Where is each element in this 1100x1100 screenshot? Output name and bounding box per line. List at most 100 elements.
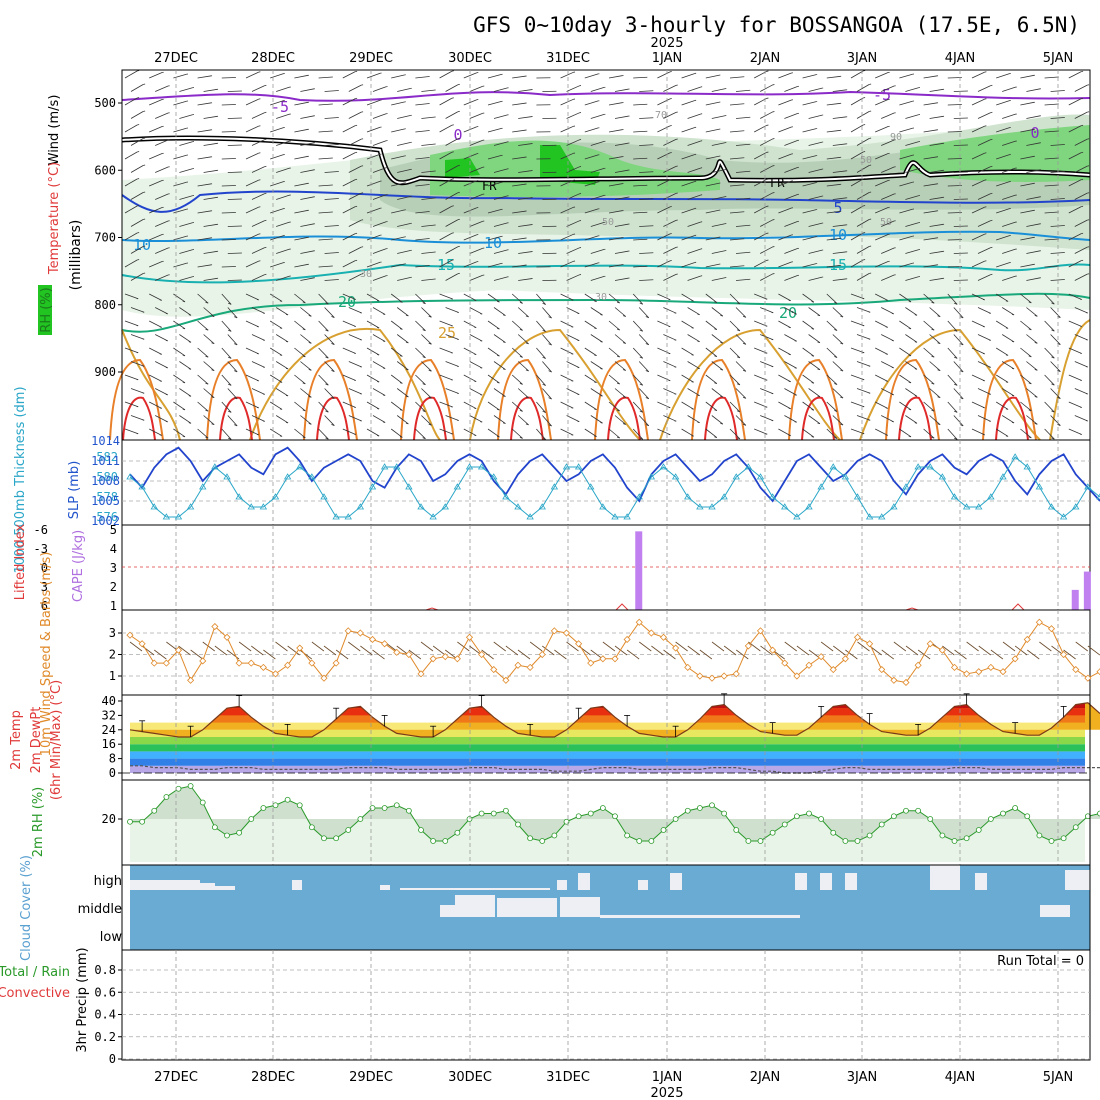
wind-barb-flag (617, 436, 620, 439)
wind-barb-flag (639, 410, 643, 413)
wind-barb-flag (497, 354, 500, 357)
wind-barb (342, 179, 356, 187)
cloud-high-gap (975, 873, 987, 890)
thickness-point (756, 473, 765, 480)
wind-barb (566, 139, 580, 146)
wind-barb (566, 334, 580, 341)
li-ylabel: Lifted Index (13, 523, 28, 600)
wind-barb (227, 388, 238, 400)
cloud-high-gap (215, 886, 235, 890)
wind-barb-flag (234, 343, 238, 346)
wind-barb (1026, 88, 1041, 92)
wind-barb (155, 361, 168, 369)
wind-barb (560, 206, 574, 214)
wind-barb (372, 415, 386, 423)
wind10m-barb (699, 649, 713, 660)
rh2m-panel: 20 (102, 779, 1100, 866)
wind10m-panel: 123 (109, 609, 1100, 696)
wind-barb (856, 219, 870, 227)
wind-barb (560, 428, 574, 436)
wind10m-point (611, 655, 619, 663)
temperature-contour-30 (885, 358, 940, 441)
wind-barb (632, 320, 644, 332)
wind-barb (415, 347, 426, 359)
wind-barb-flag (279, 381, 283, 383)
wind-barb (905, 87, 919, 92)
cloud-high-gap (670, 873, 682, 890)
wind-barb (487, 154, 502, 160)
wind-barb (130, 111, 144, 119)
wind-barb (760, 415, 774, 422)
wind-barb-flag (1011, 367, 1015, 370)
wind-barb-flag (188, 368, 192, 370)
wind-barb (881, 274, 895, 281)
wind-barb (487, 401, 500, 411)
wind10m-point (756, 627, 765, 635)
wind-barb-flag (457, 110, 460, 113)
wind-barb (415, 130, 430, 133)
wind-barb-flag (451, 151, 454, 153)
wind-barb (899, 181, 913, 187)
wind-barb (808, 222, 823, 227)
wind-barb (421, 334, 432, 345)
cloud-high-gap (292, 880, 302, 890)
year-label-bottom: 2025 (650, 1086, 683, 1100)
wind-barb-flag (331, 369, 335, 372)
wind-barb (542, 307, 552, 319)
wind-barb-flag (428, 369, 432, 372)
wind10m-barb (833, 645, 846, 656)
wind-barb (832, 224, 847, 227)
rh-contour-label: 50 (602, 217, 614, 228)
wind-barb-flag (279, 300, 283, 302)
wind-barb (760, 111, 773, 119)
wind10m-barb (566, 641, 579, 652)
wind-barb (421, 143, 436, 146)
wind-barb-flag (1034, 315, 1038, 317)
rh2m-point (357, 816, 364, 822)
thickness-point (320, 493, 328, 500)
wind-barb (711, 88, 726, 92)
wind10m-point (405, 650, 413, 659)
wind-barb (124, 124, 138, 133)
wind-barb-flag (525, 423, 529, 426)
wind-barb (542, 334, 552, 346)
wind-barb-flag (325, 329, 329, 332)
wind10m-barb (881, 649, 894, 660)
wind-barb (875, 428, 888, 436)
wind-barb-flag (302, 382, 306, 385)
rh2m-point (830, 829, 837, 836)
wind10m-barb (857, 641, 870, 652)
wind10m-barb (287, 645, 300, 656)
wind-barb-flag (205, 409, 209, 412)
wind10m-point (769, 646, 777, 654)
date-label-bottom: 1JAN (652, 1070, 683, 1085)
wind-barb (808, 388, 821, 398)
wind-barb-flag (211, 369, 215, 372)
wind-barb-flag (188, 314, 192, 316)
wind10m-point (1047, 625, 1056, 633)
wind-barb (802, 101, 817, 106)
wind-barb (784, 86, 798, 92)
wind-barb (518, 251, 533, 254)
rh-legend-swatch (38, 285, 52, 335)
wind-barb (760, 165, 773, 173)
rh2m-point (915, 807, 922, 814)
wind-barb-flag (405, 422, 409, 425)
wind-barb-flag (503, 395, 506, 397)
wind-barb (391, 74, 405, 79)
wind-barb (657, 125, 671, 133)
rh2m-point (963, 835, 970, 842)
rh2m-point (660, 827, 667, 833)
wind-barb-flag (457, 272, 460, 275)
wind-barb-flag (623, 396, 626, 398)
wind-barb-flag (1028, 301, 1032, 304)
wind-barb (687, 361, 700, 370)
thickness-point (490, 473, 498, 480)
wind-barb (875, 347, 888, 355)
wind-barb (1044, 184, 1059, 187)
wind10m-barb (154, 649, 167, 660)
wind-barb (875, 261, 889, 268)
rh-contour-label: 30 (595, 292, 607, 303)
y-tick-label: 500 (94, 96, 116, 110)
wind-barb (826, 293, 838, 304)
